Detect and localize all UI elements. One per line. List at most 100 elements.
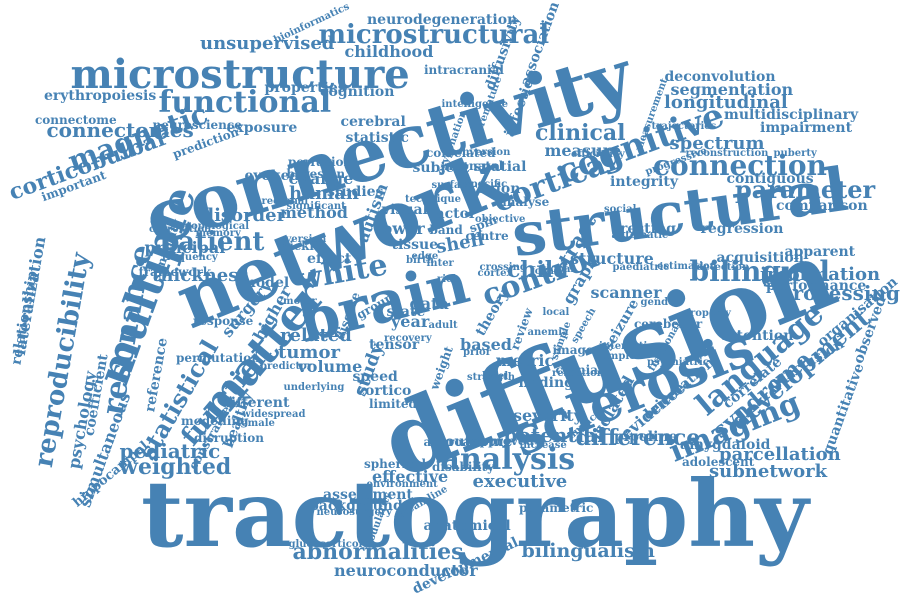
cloud-word: connectome xyxy=(35,113,117,127)
cloud-word: principal xyxy=(144,238,226,257)
cloud-word: background xyxy=(309,498,403,514)
cloud-word: difference xyxy=(575,425,701,451)
cloud-word: neurosurgery xyxy=(316,507,392,518)
cloud-word: assessment xyxy=(323,487,413,503)
cloud-word: tumor xyxy=(278,342,340,363)
cloud-word: adolescent xyxy=(682,455,755,469)
cloud-word: complex xyxy=(595,351,642,362)
cloud-word: cognition xyxy=(320,84,395,100)
cloud-word: lower xyxy=(375,219,425,238)
cloud-word: longitudinal xyxy=(664,92,788,113)
cloud-word: response xyxy=(193,314,254,328)
cloud-word: detection xyxy=(696,262,750,273)
cloud-word: quantitative xyxy=(819,361,868,457)
cloud-word: spectrum xyxy=(669,133,765,154)
cloud-word: objective xyxy=(475,214,526,225)
cloud-word: bayesian xyxy=(286,167,346,181)
cloud-word: microstructural xyxy=(318,20,550,50)
cloud-word: spatial xyxy=(473,159,527,175)
cloud-word: social xyxy=(604,204,637,215)
cloud-word: properties xyxy=(264,80,346,96)
cloud-word: prior xyxy=(463,347,491,358)
cloud-word: speed xyxy=(352,369,398,385)
cloud-word: conversion xyxy=(449,147,511,158)
cloud-word: psychiatric xyxy=(647,357,709,368)
cloud-word: microstructure xyxy=(70,51,410,98)
cloud-word: integrity xyxy=(610,174,678,190)
cloud-word: band xyxy=(429,223,463,237)
cloud-word: pipeline xyxy=(614,429,678,445)
cloud-word: parcellation xyxy=(719,444,841,465)
cloud-word: local xyxy=(542,307,570,318)
cloud-word: recovery xyxy=(384,333,432,344)
cloud-word: performance xyxy=(766,278,867,294)
cloud-word: memory xyxy=(195,228,241,239)
cloud-word: image xyxy=(552,343,594,357)
cloud-word: functional xyxy=(158,85,332,120)
cloud-word: data xyxy=(409,294,449,313)
cloud-word: subject xyxy=(412,160,470,176)
cloud-word: efficiency xyxy=(571,149,625,160)
cloud-word: trajectories xyxy=(651,121,717,132)
cloud-word: cortex xyxy=(477,268,513,279)
cloud-word: motor xyxy=(283,296,317,307)
cloud-word: predictor xyxy=(260,361,313,372)
cloud-word: effective xyxy=(372,467,449,486)
cloud-word: segmentation xyxy=(670,80,794,99)
cloud-word: clinical xyxy=(535,120,626,146)
cloud-word: frequency xyxy=(162,252,218,263)
cloud-word: reconstruction xyxy=(685,148,769,159)
cloud-word: level xyxy=(482,371,509,382)
cloud-word: global xyxy=(539,264,575,275)
cloud-word: sickle xyxy=(282,239,322,253)
cloud-word: technique xyxy=(405,194,462,205)
cloud-word: puberty xyxy=(773,148,817,159)
cloud-word: pediatric xyxy=(119,439,221,463)
cloud-word: strength xyxy=(467,372,516,383)
cloud-word: metric xyxy=(495,351,555,370)
cloud-word: parametric xyxy=(519,501,594,515)
cloud-word: neurodegeneration xyxy=(367,12,518,28)
cloud-word: impairment xyxy=(760,120,853,136)
cloud-word: outcome xyxy=(445,434,513,450)
cloud-word: disability xyxy=(432,460,495,474)
cloud-word: model xyxy=(241,275,290,291)
cloud-word: parameter xyxy=(735,175,876,204)
cloud-word: connectomes xyxy=(46,118,194,142)
cloud-word: gender xyxy=(640,297,680,308)
cloud-word: abnormalities xyxy=(292,539,464,565)
cloud-word: glucocorticoid xyxy=(288,539,370,550)
cloud-word: inter xyxy=(426,258,454,269)
cloud-word: thickness xyxy=(152,265,249,286)
cloud-word: surface xyxy=(431,180,473,191)
cloud-word: based xyxy=(460,335,512,354)
cloud-word: scanner xyxy=(590,283,662,302)
cloud-word: edge xyxy=(411,251,439,262)
cloud-word: theory xyxy=(472,287,512,339)
cloud-word: childhood xyxy=(344,42,434,61)
cloud-word: resting xyxy=(620,221,676,237)
cloud-word: version xyxy=(285,234,327,245)
cloud-word: subnetwork xyxy=(709,461,828,482)
cloud-word: severity xyxy=(513,406,583,425)
cloud-word: processing xyxy=(778,281,900,305)
cloud-word: correlation xyxy=(149,224,212,235)
cloud-word: widespread xyxy=(242,409,306,420)
cloud-word: exposure xyxy=(226,120,298,136)
cloud-word: regional xyxy=(261,196,309,207)
cloud-word: focal xyxy=(530,266,558,277)
cloud-word: specific xyxy=(465,179,508,190)
cloud-word: structure xyxy=(570,249,654,268)
cloud-word: multidisciplinary xyxy=(724,107,859,123)
cloud-word: neuroscience xyxy=(152,118,242,132)
cloud-word: perfusion xyxy=(288,155,353,169)
cloud-word: human xyxy=(289,183,359,204)
cloud-word: birth xyxy=(406,255,434,266)
cloud-word: acquisition xyxy=(716,250,804,266)
cloud-word: framework xyxy=(138,265,212,279)
cloud-word: connection xyxy=(653,149,827,182)
cloud-word: state xyxy=(386,304,426,320)
cloud-word: volume xyxy=(297,357,363,376)
cloud-word: limited xyxy=(369,397,417,411)
cloud-word: bilingualism xyxy=(521,539,655,562)
